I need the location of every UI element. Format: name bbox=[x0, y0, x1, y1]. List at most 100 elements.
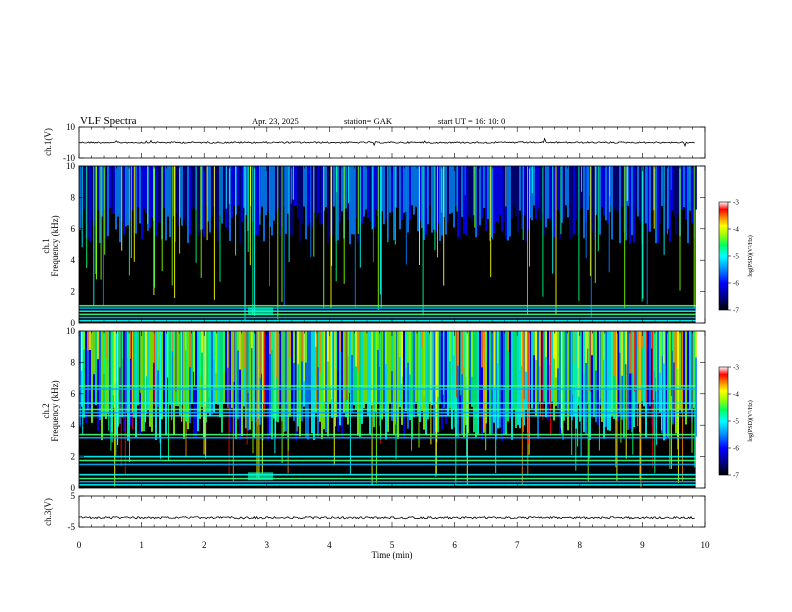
sferic-streak bbox=[104, 166, 106, 255]
sferic-streak bbox=[281, 331, 283, 464]
spectrogram-column bbox=[451, 166, 453, 213]
spectrogram-column bbox=[327, 331, 329, 362]
spectrogram-column bbox=[199, 331, 201, 377]
spectrogram-column bbox=[429, 331, 431, 403]
spectrogram-column bbox=[243, 331, 245, 369]
ch3-waveform-panel: 5 -50 1 2 3 4 5 6 7 8 9 10 bbox=[68, 491, 711, 550]
spectrogram-column bbox=[643, 166, 645, 224]
spectrogram-column bbox=[675, 331, 677, 434]
spectrogram-column bbox=[85, 331, 87, 424]
spectrogram-column bbox=[407, 166, 409, 233]
spectrogram-column bbox=[445, 166, 447, 235]
sferic-streak bbox=[225, 166, 227, 209]
spectrogram-column bbox=[515, 166, 517, 217]
spectrogram-column bbox=[367, 331, 369, 417]
spectrogram-column bbox=[391, 331, 393, 421]
spectrogram-column bbox=[325, 166, 327, 208]
sferic-streak bbox=[549, 331, 551, 436]
spectrogram-column bbox=[449, 331, 451, 409]
spectrogram-column bbox=[483, 166, 485, 208]
ch2-spec-ytick-label: 10 bbox=[66, 326, 76, 336]
sferic-streak bbox=[256, 331, 258, 480]
sferic-streak bbox=[144, 331, 146, 423]
spectrogram-column bbox=[675, 166, 677, 235]
spectrogram-column bbox=[631, 331, 633, 433]
spectrogram-column bbox=[211, 331, 213, 415]
spectrogram-column bbox=[211, 166, 213, 217]
spectrogram-column bbox=[671, 166, 673, 211]
spectrogram-column bbox=[381, 331, 383, 420]
sferic-streak bbox=[208, 331, 210, 398]
spectrogram-column bbox=[369, 166, 371, 222]
sferic-streak bbox=[490, 166, 492, 278]
x-tick-label: 3 bbox=[265, 540, 270, 550]
sferic-streak bbox=[246, 331, 248, 445]
spectrogram-column bbox=[629, 331, 631, 429]
spectrogram-column bbox=[491, 331, 493, 434]
spectrogram-column bbox=[107, 331, 109, 366]
spectrogram-column bbox=[551, 166, 553, 232]
spectrogram-column bbox=[87, 331, 89, 351]
sferic-streak bbox=[93, 166, 95, 307]
ch2-spec-ytick-label: 8 bbox=[71, 357, 76, 367]
sferic-streak bbox=[694, 331, 696, 468]
spectrogram-column bbox=[229, 166, 231, 242]
spectrogram-column bbox=[277, 331, 279, 423]
spectrogram-column bbox=[105, 331, 107, 358]
sferic-streak bbox=[102, 166, 104, 307]
spectrogram-column bbox=[631, 166, 633, 236]
sferic-streak bbox=[578, 331, 580, 398]
spectrogram-column bbox=[639, 166, 641, 223]
ch1-spec-ytick-label: 4 bbox=[71, 255, 76, 265]
sferic-streak bbox=[252, 331, 254, 454]
sferic-streak bbox=[357, 166, 359, 234]
spectrogram-column bbox=[473, 331, 475, 433]
spectrogram-column bbox=[129, 166, 131, 220]
ch1-spec-ylabel-line1: ch.1 bbox=[41, 238, 51, 253]
sferic-streak bbox=[646, 166, 648, 305]
sferic-streak bbox=[247, 166, 249, 252]
sferic-streak bbox=[435, 331, 437, 474]
spectrogram-column bbox=[109, 331, 111, 433]
sferic-streak bbox=[288, 166, 290, 262]
spectrogram-column bbox=[189, 166, 191, 235]
spectrogram-column bbox=[489, 166, 491, 241]
spectrogram-column bbox=[615, 166, 617, 211]
sferic-streak bbox=[290, 166, 292, 204]
spectrogram-column bbox=[687, 331, 689, 415]
sferic-streak bbox=[594, 166, 596, 284]
spectrogram-column bbox=[451, 331, 453, 430]
spectrogram-column bbox=[275, 166, 277, 213]
spectrogram-column bbox=[649, 166, 651, 232]
spectrogram-column bbox=[695, 331, 697, 437]
spectrogram-column bbox=[443, 331, 445, 408]
spectrogram-column bbox=[383, 166, 385, 225]
spectrogram-column bbox=[301, 331, 303, 362]
spectrogram-column bbox=[387, 331, 389, 432]
sferic-streak bbox=[115, 331, 117, 456]
sferic-streak bbox=[542, 166, 544, 297]
spectrogram-column bbox=[629, 331, 631, 374]
spectrogram-column bbox=[315, 331, 317, 347]
sferic-streak bbox=[313, 166, 315, 257]
colorbar-label: log(PSD)(V²/Hz) bbox=[747, 235, 754, 276]
spectrogram-column bbox=[361, 166, 363, 224]
spectrogram-column bbox=[103, 166, 105, 209]
spectrogram-column bbox=[201, 166, 203, 230]
spectrogram-column bbox=[325, 331, 327, 433]
spectrogram-column bbox=[227, 331, 229, 368]
spectrogram-column bbox=[227, 331, 229, 408]
spectrogram-column bbox=[657, 331, 659, 410]
ch1-spec-ytick-label: 0 bbox=[71, 318, 76, 328]
sferic-streak bbox=[493, 331, 495, 387]
spectrogram-column bbox=[457, 331, 459, 366]
ch2-spec-ylabel-line2: Frequency (kHz) bbox=[50, 380, 60, 441]
spectrogram-column bbox=[339, 166, 341, 223]
ch3-wave-ytick-label: -5 bbox=[68, 522, 76, 532]
spectrogram-column bbox=[339, 331, 341, 426]
spectrogram-column bbox=[191, 166, 193, 209]
spectrogram-column bbox=[563, 166, 565, 218]
noise-line bbox=[79, 385, 696, 387]
spectrogram-column bbox=[431, 331, 433, 406]
spectrogram-column bbox=[209, 166, 211, 233]
